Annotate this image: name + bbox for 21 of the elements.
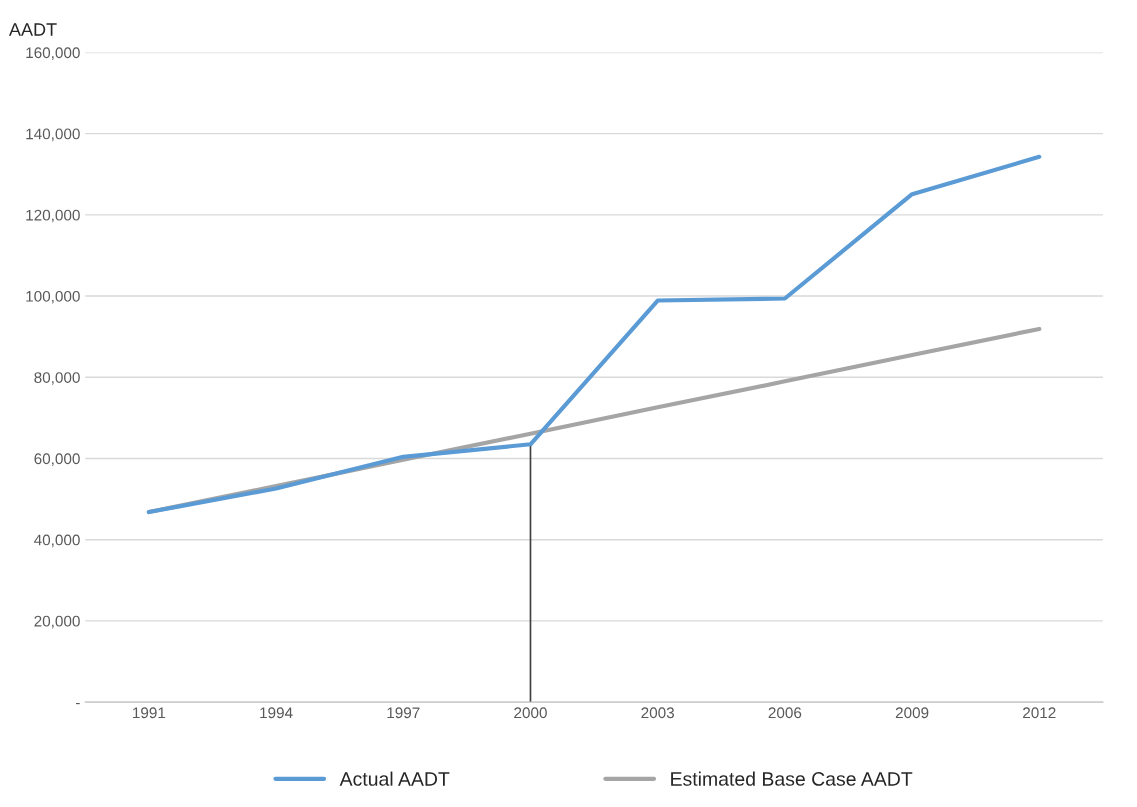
y-tick-label: 140,000	[26, 128, 80, 142]
legend-label: Estimated Base Case AADT	[671, 771, 913, 786]
x-tick-label: 1994	[260, 707, 293, 719]
x-tick-label: 1991	[133, 707, 166, 719]
x-tick-label: 2009	[895, 707, 929, 719]
x-tick-label: 2006	[768, 707, 802, 719]
x-tick-label: 2012	[1023, 707, 1056, 719]
y-tick-label: 40,000	[34, 534, 80, 548]
x-tick-label: 2000	[514, 707, 547, 719]
y-tick-label: -	[76, 702, 80, 705]
legend-label: Actual AADT	[339, 771, 450, 786]
y-tick-label: 120,000	[26, 209, 80, 223]
y-tick-label: 160,000	[26, 47, 80, 60]
line-series	[146, 154, 1042, 515]
x-tick-label: 2003	[641, 707, 675, 719]
y-tick-label: 20,000	[34, 615, 80, 629]
y-tick-label: 100,000	[26, 290, 80, 304]
y-axis-title: AADT	[8, 23, 57, 36]
y-tick-label: 60,000	[34, 453, 80, 466]
x-tick-label: 1997	[387, 707, 420, 719]
y-tick-label: 80,000	[34, 372, 80, 385]
